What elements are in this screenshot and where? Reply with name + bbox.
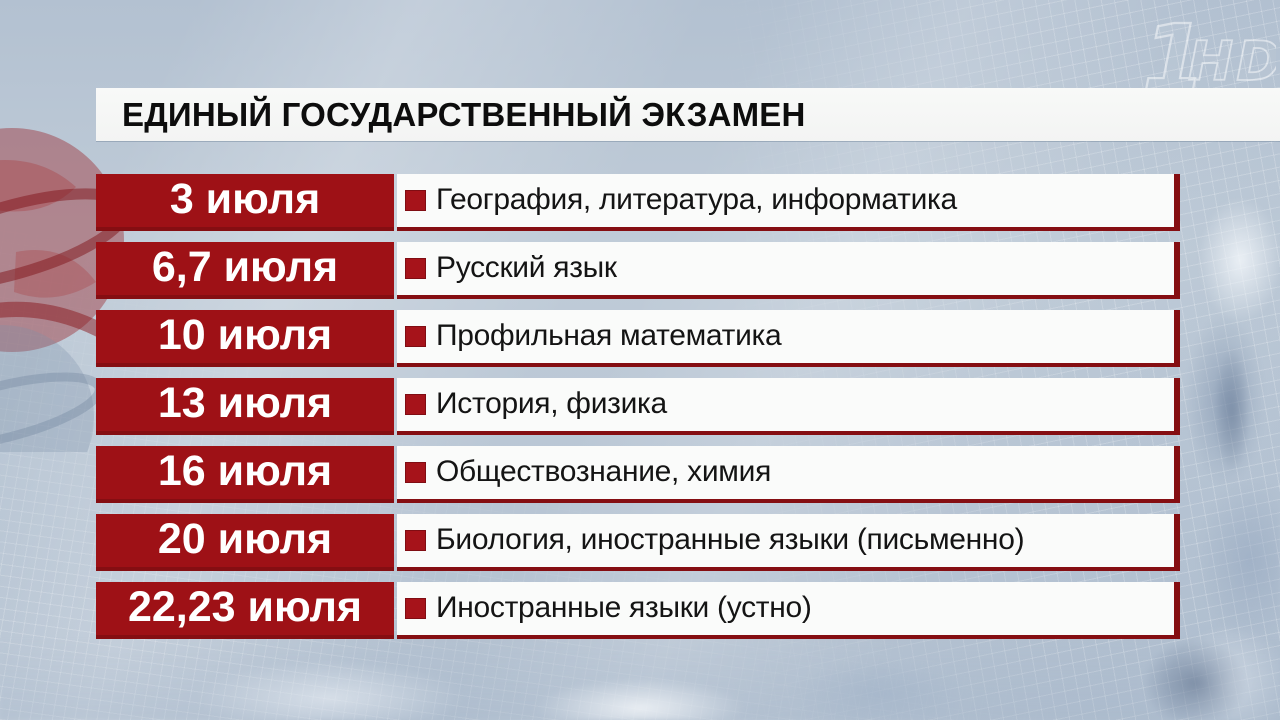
faded-classroom-photo-right bbox=[1170, 140, 1280, 720]
red-square-bullet-icon bbox=[405, 530, 426, 551]
exam-date-box: 3 июля bbox=[96, 174, 394, 231]
red-square-bullet-icon bbox=[405, 598, 426, 619]
exam-subjects: Иностранные языки (устно) bbox=[436, 590, 812, 624]
exam-subjects: Обществознание, химия bbox=[436, 454, 772, 488]
exam-subjects: География, литература, информатика bbox=[436, 182, 957, 216]
exam-date: 20 июля bbox=[157, 515, 333, 563]
table-row: 16 июля Обществознание, химия bbox=[96, 446, 1180, 503]
exam-date-box: 6,7 июля bbox=[96, 242, 394, 299]
exam-date: 13 июля bbox=[157, 379, 333, 427]
red-square-bullet-icon bbox=[405, 326, 426, 347]
exam-subjects-box: Обществознание, химия bbox=[397, 446, 1180, 503]
table-row: 6,7 июля Русский язык bbox=[96, 242, 1180, 299]
exam-subjects-box: Биология, иностранные языки (письменно) bbox=[397, 514, 1180, 571]
exam-date: 3 июля bbox=[169, 175, 321, 223]
exam-subjects-box: История, физика bbox=[397, 378, 1180, 435]
exam-subjects-box: География, литература, информатика bbox=[397, 174, 1180, 231]
red-square-bullet-icon bbox=[405, 394, 426, 415]
exam-date-box: 22,23 июля bbox=[96, 582, 394, 639]
exam-date: 10 июля bbox=[157, 311, 333, 359]
exam-schedule-table: 3 июля География, литература, информатик… bbox=[96, 174, 1180, 650]
exam-subjects-box: Иностранные языки (устно) bbox=[397, 582, 1180, 639]
exam-date-box: 13 июля bbox=[96, 378, 394, 435]
faded-classroom-photo-bottom bbox=[0, 638, 1280, 720]
title-bar: ЕДИНЫЙ ГОСУДАРСТВЕННЫЙ ЭКЗАМЕН bbox=[96, 88, 1280, 141]
exam-subjects: Русский язык bbox=[436, 250, 617, 284]
exam-subjects-box: Русский язык bbox=[397, 242, 1180, 299]
exam-date: 6,7 июля bbox=[151, 243, 339, 291]
exam-date-box: 16 июля bbox=[96, 446, 394, 503]
red-square-bullet-icon bbox=[405, 190, 426, 211]
page-title: ЕДИНЫЙ ГОСУДАРСТВЕННЫЙ ЭКЗАМЕН bbox=[122, 95, 806, 133]
logo-hd-label: HD bbox=[1188, 30, 1276, 93]
exam-date: 22,23 июля bbox=[127, 583, 363, 631]
table-row: 13 июля История, физика bbox=[96, 378, 1180, 435]
table-row: 10 июля Профильная математика bbox=[96, 310, 1180, 367]
exam-date: 16 июля bbox=[157, 447, 333, 495]
exam-subjects: История, физика bbox=[436, 386, 667, 420]
exam-subjects: Профильная математика bbox=[436, 318, 782, 352]
channel-one-hd-logo: 1 HD bbox=[1144, 10, 1276, 102]
logo-number-1: 1 bbox=[1144, 10, 1206, 102]
red-square-bullet-icon bbox=[405, 462, 426, 483]
exam-subjects: Биология, иностранные языки (письменно) bbox=[436, 522, 1025, 556]
exam-date-box: 20 июля bbox=[96, 514, 394, 571]
table-row: 20 июля Биология, иностранные языки (пис… bbox=[96, 514, 1180, 571]
exam-subjects-box: Профильная математика bbox=[397, 310, 1180, 367]
table-row: 22,23 июля Иностранные языки (устно) bbox=[96, 582, 1180, 639]
red-square-bullet-icon bbox=[405, 258, 426, 279]
exam-date-box: 10 июля bbox=[96, 310, 394, 367]
table-row: 3 июля География, литература, информатик… bbox=[96, 174, 1180, 231]
